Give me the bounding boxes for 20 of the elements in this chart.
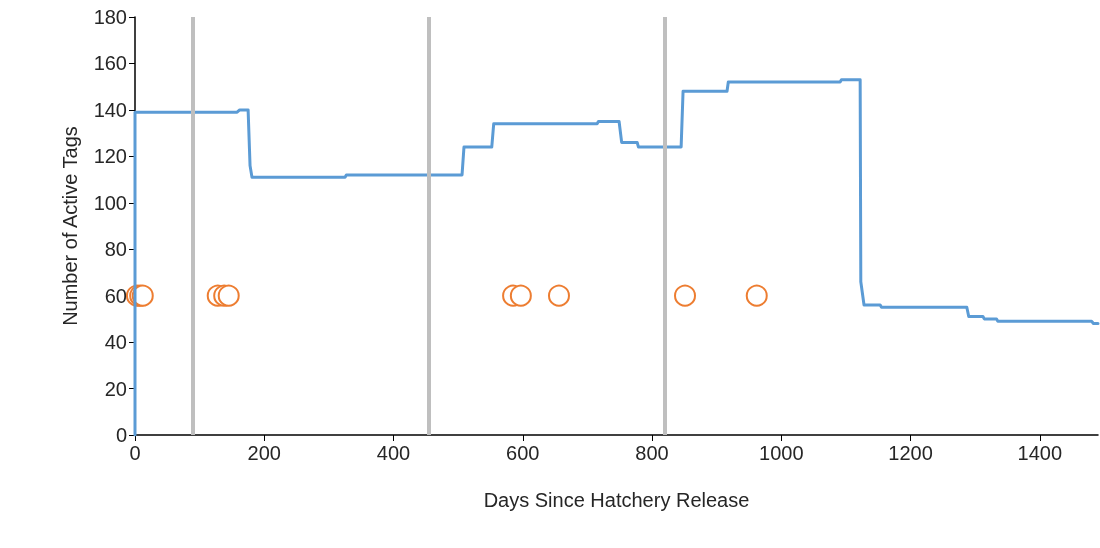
x-tick-label: 1000 bbox=[759, 442, 804, 464]
y-tick-label: 20 bbox=[104, 377, 127, 400]
y-tick-label: 160 bbox=[93, 52, 127, 75]
x-tick-label: 0 bbox=[129, 442, 141, 464]
y-tick-label: 60 bbox=[104, 284, 127, 307]
y-tick-label: 40 bbox=[104, 331, 127, 354]
y-tick-label: 100 bbox=[93, 191, 127, 214]
x-axis-title: Days Since Hatchery Release bbox=[483, 489, 750, 511]
x-tick-label: 200 bbox=[247, 442, 281, 464]
y-tick-label: 180 bbox=[93, 6, 127, 28]
y-tick-label: 140 bbox=[93, 98, 127, 121]
y-tick-label: 80 bbox=[104, 238, 127, 261]
x-tick-label: 800 bbox=[635, 442, 669, 464]
x-tick-label: 400 bbox=[376, 442, 411, 464]
x-tick-label: 1400 bbox=[1017, 442, 1063, 464]
y-tick-label: 0 bbox=[115, 424, 127, 446]
y-axis-title: Number of Active Tags bbox=[59, 126, 81, 326]
x-tick-label: 1200 bbox=[888, 442, 933, 464]
y-tick-label: 120 bbox=[93, 145, 127, 168]
x-tick-label: 600 bbox=[506, 442, 540, 464]
